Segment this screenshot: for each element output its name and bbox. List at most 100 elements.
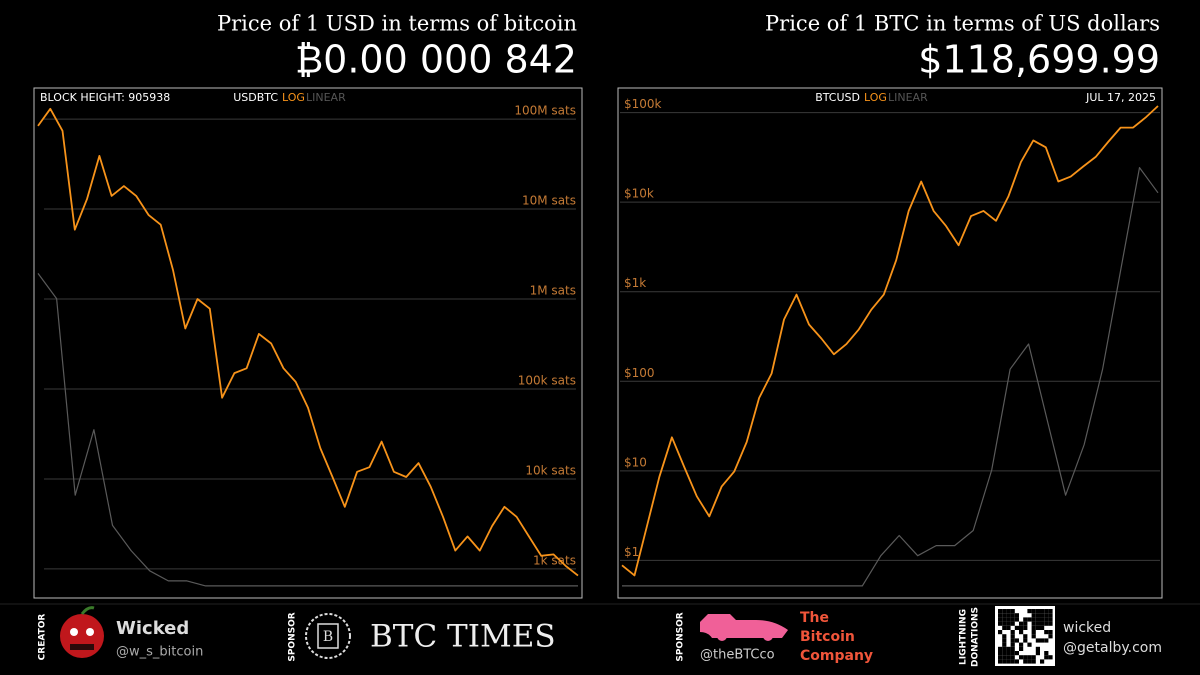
sponsor2-name: The [800, 610, 829, 626]
sponsor-name: BTC TIMES [370, 619, 556, 655]
qr-module [1035, 617, 1040, 622]
qr-module [998, 646, 1003, 651]
qr-module [1010, 651, 1015, 656]
y-tick-label: $100k [624, 97, 662, 111]
qr-module [1044, 613, 1049, 618]
scale-option[interactable]: LINEAR [888, 91, 928, 104]
qr-module [1006, 617, 1011, 622]
qr-module [1010, 630, 1015, 635]
block-height: BLOCK HEIGHT: 905938 [40, 91, 170, 104]
qr-module [1023, 659, 1028, 664]
qr-module [1010, 617, 1015, 622]
qr-module [998, 659, 1003, 664]
sponsor2-label: SPONSOR [676, 612, 686, 661]
qr-module [1010, 646, 1015, 651]
qr-module [1031, 625, 1036, 630]
qr-module [998, 613, 1003, 618]
qr-module [1023, 625, 1028, 630]
secondary-line [622, 167, 1159, 587]
qr-module [1031, 617, 1036, 622]
qr-module [1023, 621, 1028, 626]
qr-module [1031, 630, 1036, 635]
qr-module [998, 651, 1003, 656]
avatar-mouth [70, 644, 94, 650]
avatar-leaf [80, 606, 95, 615]
qr-module [1023, 617, 1028, 622]
btc-times-emblem [305, 613, 351, 659]
qr-module [1031, 659, 1036, 664]
qr-module [1027, 655, 1032, 660]
y-tick-label: 100M sats [514, 104, 576, 118]
creator-handle: @w_s_bitcoin [116, 645, 203, 660]
qr-module [1040, 625, 1045, 630]
y-tick-label: $10 [624, 455, 647, 469]
qr-module [1002, 655, 1007, 660]
qr-module [1023, 634, 1028, 639]
qr-module [1010, 655, 1015, 660]
qr-module [1035, 651, 1040, 656]
donations-label: LIGHTNING [959, 609, 969, 665]
qr-module [998, 630, 1003, 635]
qr-module [1044, 655, 1049, 660]
qr-module [1006, 625, 1011, 630]
qr-module [1031, 655, 1036, 660]
qr-module [1019, 625, 1024, 630]
logo-wheel [717, 631, 727, 641]
qr-module [1006, 651, 1011, 656]
qr-module [998, 621, 1003, 626]
right-headline: $118,699.99 [918, 38, 1160, 82]
left-panel [33, 87, 583, 599]
qr-module [1014, 651, 1019, 656]
qr-module [1027, 609, 1032, 614]
qr-module [1048, 609, 1053, 614]
qr-module [1002, 617, 1007, 622]
sponsor2-name: Bitcoin [800, 629, 855, 645]
qr-module [1002, 651, 1007, 656]
qr-module [1040, 638, 1045, 643]
qr-module [1010, 642, 1015, 647]
y-tick-label: 100k sats [518, 373, 576, 387]
qr-module [1006, 613, 1011, 618]
creator-name: Wicked [116, 618, 189, 639]
qr-module [1031, 609, 1036, 614]
y-tick-label: 10M sats [522, 194, 576, 208]
qr-module [1006, 646, 1011, 651]
right-panel [617, 87, 1163, 599]
price-line [621, 105, 1159, 577]
sponsor2-handle: @theBTCco [700, 648, 775, 663]
qr-module [1035, 638, 1040, 643]
pair-label: BTCUSD [815, 91, 860, 104]
qr-module [1027, 642, 1032, 647]
qr-module [1040, 659, 1045, 664]
qr-module [1048, 621, 1053, 626]
qr-module [998, 655, 1003, 660]
qr-module [1040, 617, 1045, 622]
qr-module [1019, 655, 1024, 660]
pair-label: USDBTC [233, 91, 278, 104]
qr-module [1006, 621, 1011, 626]
creator-avatar [60, 614, 104, 658]
qr-module [1002, 613, 1007, 618]
donations-label: DONATIONS [971, 607, 981, 667]
qr-module [1023, 655, 1028, 660]
qr-module [1014, 638, 1019, 643]
qr-module [1048, 617, 1053, 622]
qr-module [1019, 621, 1024, 626]
scale-option[interactable]: LOG [864, 91, 887, 104]
scale-option[interactable]: LINEAR [306, 91, 346, 104]
y-tick-label: 1M sats [530, 284, 576, 298]
scale-option[interactable]: LOG [282, 91, 305, 104]
qr-module [998, 617, 1003, 622]
qr-code[interactable] [995, 606, 1055, 666]
donation-name: wicked [1063, 620, 1111, 636]
left-title: Price of 1 USD in terms of bitcoin [217, 12, 577, 36]
logo-wheel [763, 631, 773, 641]
qr-module [1040, 621, 1045, 626]
qr-module [1010, 659, 1015, 664]
price-line [37, 107, 579, 577]
qr-module [1044, 651, 1049, 656]
qr-module [1002, 634, 1007, 639]
avatar-eye [70, 628, 78, 636]
qr-module [1044, 638, 1049, 643]
